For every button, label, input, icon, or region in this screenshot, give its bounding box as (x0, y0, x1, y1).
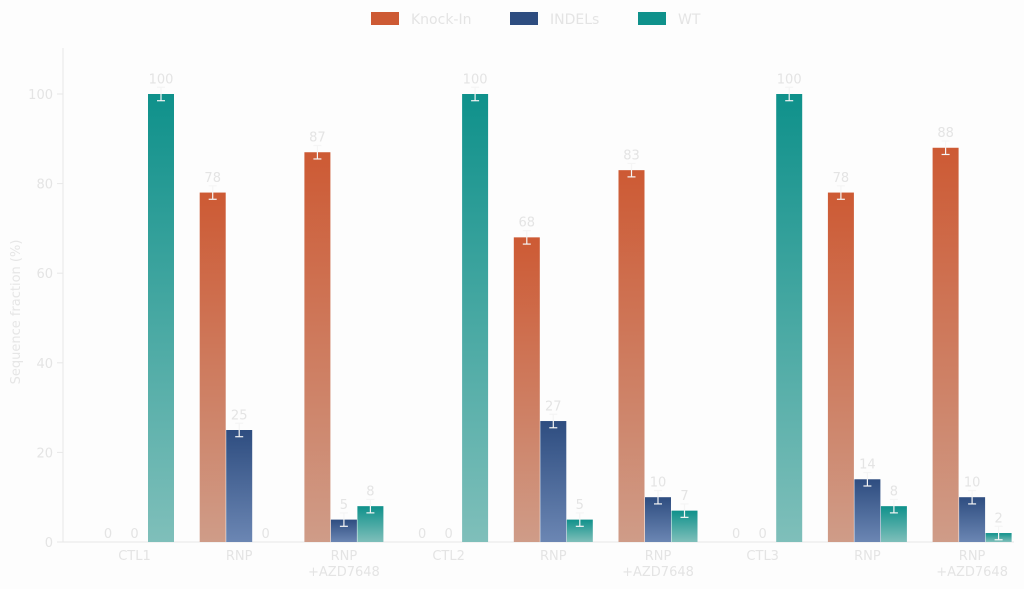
value-label: 0 (262, 527, 270, 542)
bar-wt (566, 519, 593, 542)
value-label: 8 (890, 484, 898, 499)
value-label: 5 (340, 498, 348, 513)
bar-indels (645, 497, 671, 542)
x-category-label: +AZD7648 (308, 565, 380, 580)
value-label: 10 (650, 475, 667, 490)
bar-wt (776, 94, 803, 542)
x-category-label: +AZD7648 (936, 565, 1008, 580)
value-label: 0 (130, 527, 138, 542)
y-tick-label: 80 (36, 178, 53, 193)
value-label: 100 (463, 72, 488, 87)
bar-knock-in (199, 192, 226, 542)
legend-label: INDELs (550, 12, 599, 28)
value-label: 83 (623, 148, 640, 163)
bar-indels (854, 479, 881, 542)
value-label: 78 (204, 171, 221, 186)
value-label: 2 (994, 511, 1002, 526)
bar-indels (330, 519, 357, 542)
value-label: 8 (366, 484, 374, 499)
x-category-label: RNP (226, 549, 253, 564)
value-label: 0 (732, 527, 740, 542)
bar-wt (148, 94, 174, 542)
value-label: 68 (519, 216, 536, 231)
bar-knock-in (827, 192, 854, 542)
legend-swatch (510, 12, 538, 25)
value-label: 88 (937, 126, 954, 141)
y-tick-label: 20 (36, 446, 53, 461)
value-label: 0 (104, 527, 112, 542)
x-category-label: CTL3 (746, 549, 779, 564)
legend: Knock-In INDELs WT (371, 12, 701, 28)
bar-knock-in (618, 170, 645, 542)
x-category-label: RNP (540, 549, 567, 564)
value-label: 0 (759, 527, 767, 542)
value-label: 25 (231, 408, 248, 423)
value-label: 27 (545, 399, 562, 414)
y-tick-label: 40 (36, 357, 53, 372)
y-ticks: 0 20 40 60 80 100 (28, 88, 63, 551)
x-category-label: RNP (854, 549, 881, 564)
bar-indels (959, 497, 986, 542)
legend-swatch (371, 12, 399, 25)
x-category-label: RNP (645, 549, 672, 564)
y-tick-label: 60 (36, 267, 53, 282)
x-category-label: CTL2 (432, 549, 465, 564)
x-category-label: RNP (959, 549, 986, 564)
value-label: 5 (576, 498, 584, 513)
y-tick-label: 0 (45, 536, 53, 551)
bar-wt (462, 94, 489, 542)
value-label: 100 (149, 72, 174, 87)
x-category-label: RNP (331, 549, 358, 564)
legend-swatch (638, 12, 666, 25)
value-label: 78 (833, 171, 850, 186)
y-tick-label: 100 (28, 88, 53, 103)
bar-indels (226, 430, 253, 542)
bar-knock-in (513, 237, 540, 543)
y-axis-label: Sequence fraction (%) (9, 240, 24, 385)
x-category-label: CTL1 (118, 549, 151, 564)
value-label: 87 (309, 131, 326, 146)
legend-label: WT (678, 12, 701, 28)
legend-label: Knock-In (411, 12, 471, 28)
value-label: 100 (777, 72, 802, 87)
value-label: 7 (680, 489, 688, 504)
x-category-label: +AZD7648 (622, 565, 694, 580)
value-label: 0 (418, 527, 426, 542)
bar-knock-in (304, 152, 331, 543)
bar-indels (540, 421, 567, 542)
value-label: 10 (964, 475, 981, 490)
value-label: 0 (444, 527, 452, 542)
value-label: 14 (859, 458, 876, 473)
bar-knock-in (932, 147, 959, 542)
